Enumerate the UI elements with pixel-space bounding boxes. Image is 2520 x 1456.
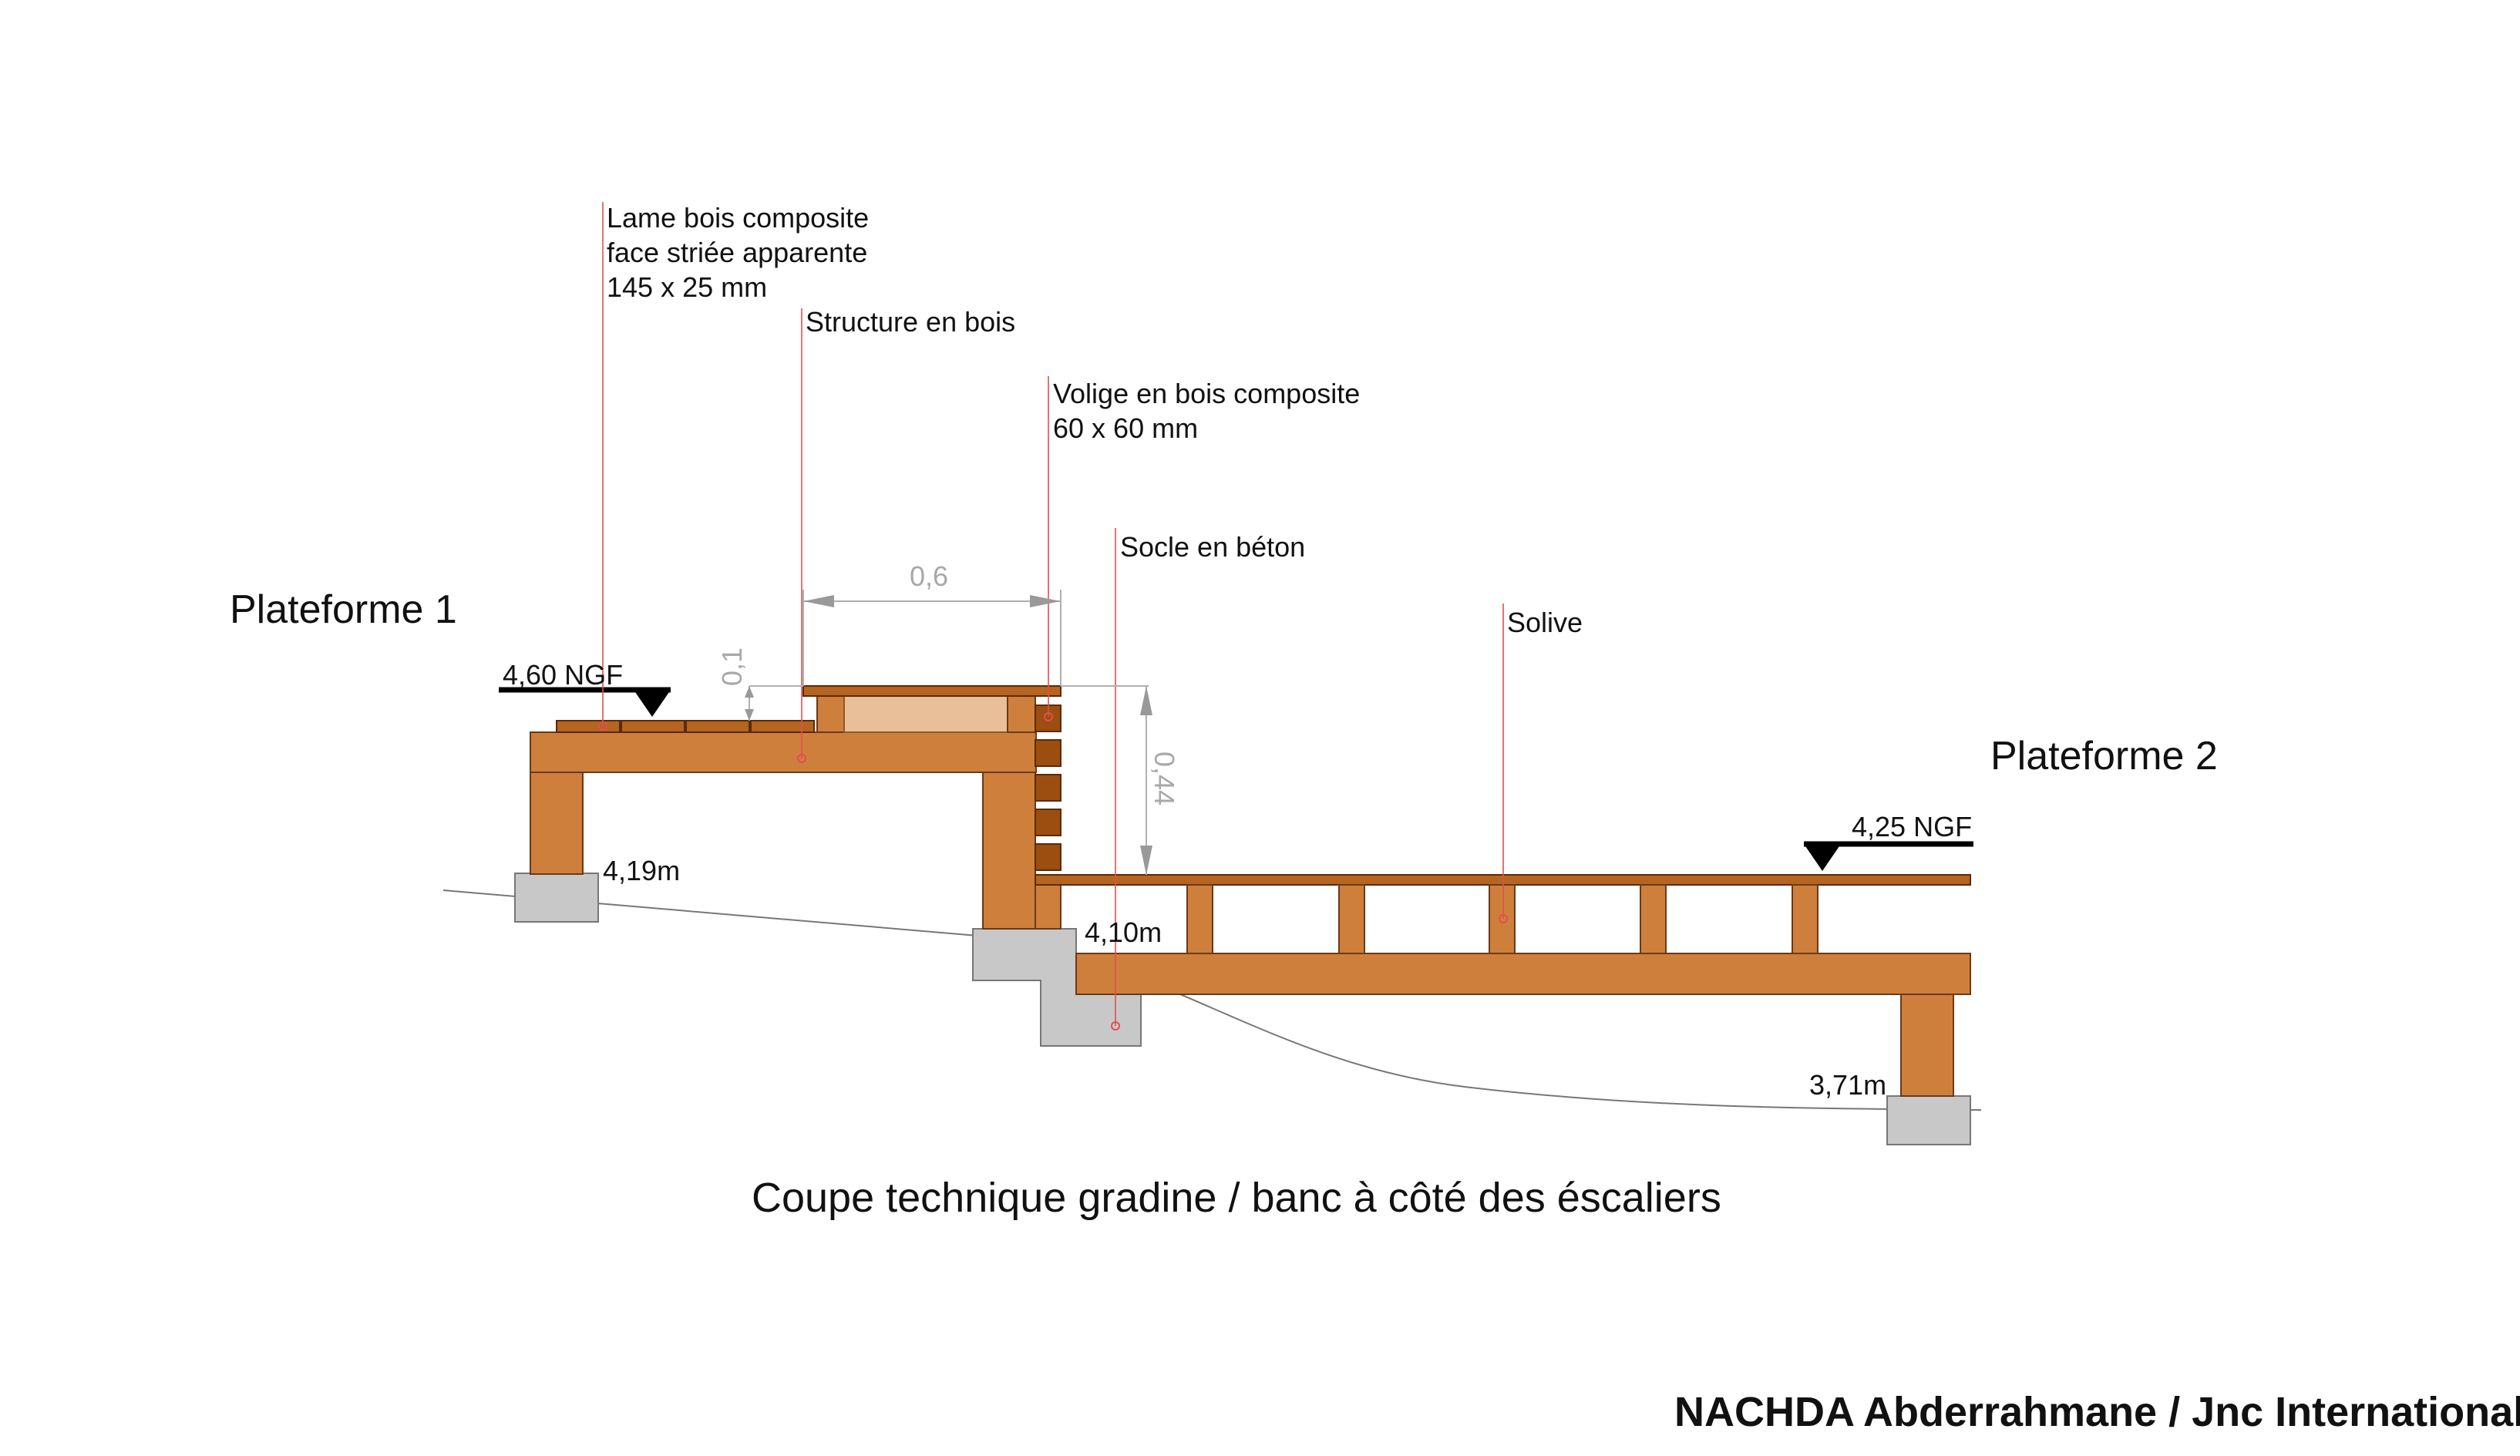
deck-plank xyxy=(556,720,621,733)
bench-infill xyxy=(843,695,1008,733)
level-419: 4,19m xyxy=(603,855,680,886)
joist-post xyxy=(1338,884,1365,954)
dim-arrow-icon xyxy=(1140,686,1152,715)
ngf-label-p1: 4,60 NGF xyxy=(503,659,623,691)
bench-support-left xyxy=(816,695,845,733)
leader-dot xyxy=(1499,914,1508,923)
beam-p2 xyxy=(1075,953,1971,995)
label-lame-line1: Lame bois composite xyxy=(607,202,869,234)
volige xyxy=(1035,809,1061,836)
post-left-p1 xyxy=(530,772,584,875)
dim-arrow-icon xyxy=(1030,595,1061,607)
joist-post xyxy=(1489,884,1516,954)
leader-dot xyxy=(1044,712,1053,721)
leader-dot xyxy=(797,754,806,763)
label-volige-line1: Volige en bois composite xyxy=(1053,378,1360,409)
deck-plank xyxy=(621,720,685,733)
joist-post xyxy=(1186,884,1213,954)
volige xyxy=(1035,739,1061,767)
joist-post xyxy=(1792,884,1819,954)
label-structure: Structure en bois xyxy=(806,306,1015,338)
dim-06-label: 0,6 xyxy=(910,560,948,592)
footing-left xyxy=(514,873,599,923)
connector-post xyxy=(1035,878,1061,930)
dim-01-label: 0,1 xyxy=(716,647,748,686)
ngf-triangle-p2-icon xyxy=(1804,844,1841,871)
label-lame-line3: 145 x 25 mm xyxy=(607,271,767,303)
dim-arrow-icon xyxy=(1140,846,1152,875)
drawing-caption: Coupe technique gradine / banc à côté de… xyxy=(752,1175,1721,1221)
label-volige-line2: 60 x 60 mm xyxy=(1053,412,1198,444)
label-socle: Socle en béton xyxy=(1120,531,1305,563)
bench-top xyxy=(802,685,1061,697)
deck-plank xyxy=(750,720,815,733)
beam-p1 xyxy=(530,731,1037,773)
level-410: 4,10m xyxy=(1085,916,1162,948)
leader-dot xyxy=(1111,1021,1120,1031)
dim-arrow-icon xyxy=(745,709,754,721)
author-credit: NACHDA Abderrahmane / Jnc International … xyxy=(1674,1389,2520,1435)
label-lame-line2: face striée apparente xyxy=(607,237,867,268)
ngf-triangle-p1-icon xyxy=(634,690,671,717)
deck-plank xyxy=(685,720,750,733)
volige xyxy=(1035,843,1061,871)
ngf-label-p2: 4,25 NGF xyxy=(1852,811,1972,842)
socle-beton xyxy=(972,928,1142,1047)
leader-dot xyxy=(598,721,607,731)
post-right-p1 xyxy=(982,772,1036,930)
level-371: 3,71m xyxy=(1809,1069,1886,1101)
volige xyxy=(1035,774,1061,802)
label-solive: Solive xyxy=(1507,607,1583,638)
joist-post xyxy=(1640,884,1667,954)
bench-support-right xyxy=(1007,695,1036,733)
dim-044-label: 0,44 xyxy=(1149,752,1180,805)
post-right-p2 xyxy=(1900,994,1954,1097)
plateforme-1-label: Plateforme 1 xyxy=(230,587,457,632)
footing-right xyxy=(1886,1095,1971,1145)
dim-arrow-icon xyxy=(803,595,834,607)
dim-arrow-icon xyxy=(745,686,754,698)
plateforme-2-label: Plateforme 2 xyxy=(1990,734,2218,778)
